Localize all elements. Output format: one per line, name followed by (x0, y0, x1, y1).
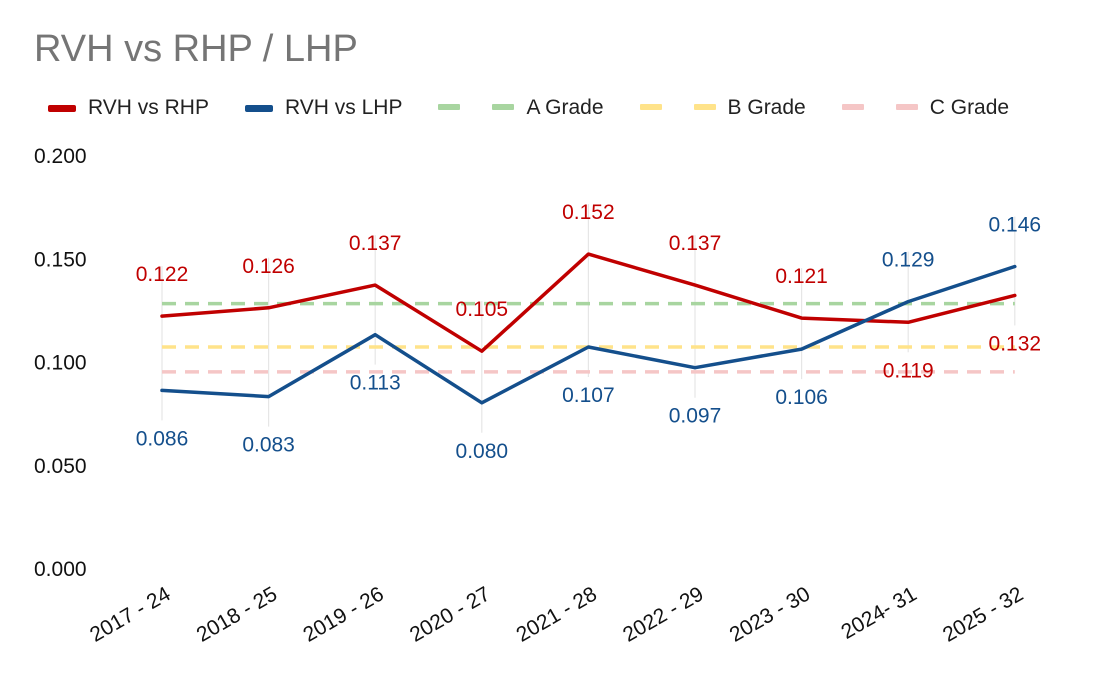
data-label-rhp: 0.132 (989, 332, 1042, 355)
chart-title: RVH vs RHP / LHP (34, 28, 358, 70)
data-label-rhp: 0.105 (456, 298, 509, 321)
data-label-lhp: 0.080 (456, 440, 509, 463)
legend-swatch-a-grade (438, 104, 515, 112)
series-line-rhp (160, 252, 1017, 353)
data-label-rhp: 0.121 (775, 265, 828, 288)
legend-item-c-grade: C Grade (841, 96, 1010, 120)
x-tick-label: 2024- 31 (837, 582, 920, 643)
y-tick-label: 0.100 (34, 352, 87, 375)
data-label-lhp: 0.129 (882, 249, 935, 272)
legend-swatch-c-grade (841, 104, 918, 112)
data-label-rhp: 0.126 (242, 255, 295, 278)
data-label-rhp: 0.152 (562, 201, 615, 224)
data-label-rhp: 0.122 (136, 263, 189, 286)
legend-swatch-rhp (48, 104, 76, 112)
y-tick-label: 0.050 (34, 455, 87, 478)
legend-item-rhp: RVH vs RHP (48, 96, 209, 120)
legend-label-lhp: RVH vs LHP (284, 96, 403, 119)
legend-label-rhp: RVH vs RHP (88, 96, 209, 119)
data-label-lhp: 0.083 (242, 434, 295, 457)
x-tick-label: 2022 - 29 (619, 582, 707, 646)
legend-label-b-grade: B Grade (727, 96, 806, 119)
data-label-lhp: 0.097 (669, 405, 722, 428)
legend-item-b-grade: B Grade (639, 96, 806, 120)
x-tick-label: 2019 - 26 (299, 582, 387, 646)
data-label-lhp: 0.113 (350, 372, 401, 395)
data-label-lhp: 0.146 (989, 214, 1042, 237)
data-label-lhp: 0.107 (562, 384, 615, 407)
legend-item-a-grade: A Grade (438, 96, 604, 120)
legend-item-lhp: RVH vs LHP (244, 96, 403, 120)
data-label-rhp: 0.137 (349, 232, 402, 255)
data-label-rhp: 0.119 (883, 359, 934, 382)
x-tick-label: 2017 - 24 (86, 582, 175, 646)
y-tick-label: 0.200 (34, 145, 87, 168)
legend-label-a-grade: A Grade (526, 96, 604, 119)
y-tick-label: 0.000 (34, 558, 87, 581)
data-labels: 0.122 0.126 0.137 0.105 0.152 0.137 0.121 0.119… (136, 201, 1041, 463)
data-label-lhp: 0.106 (775, 386, 828, 409)
legend: RVH vs RHP RVH vs LHP A Grade B Grade C … (48, 94, 1045, 122)
series-line-lhp (160, 264, 1017, 405)
data-label-lhp: 0.086 (136, 427, 189, 450)
x-tick-label: 2018 - 25 (193, 582, 281, 646)
legend-label-c-grade: C Grade (929, 96, 1010, 119)
legend-swatch-lhp (244, 104, 273, 112)
x-tick-label: 2023 - 30 (726, 582, 814, 646)
x-tick-label: 2021 - 28 (513, 582, 601, 646)
data-label-rhp: 0.137 (669, 232, 722, 255)
x-tick-label: 2025 - 32 (939, 582, 1027, 646)
series-lines (160, 252, 1017, 405)
y-axis-ticks: 0.000 0.050 0.100 0.150 0.200 (34, 145, 87, 581)
y-tick-label: 0.150 (34, 248, 87, 271)
x-axis-ticks: 2017 - 24 2018 - 25 2019 - 26 2020 - 27 2021… (86, 582, 1027, 646)
legend-swatch-b-grade (639, 104, 716, 112)
x-tick-label: 2020 - 27 (406, 582, 494, 646)
